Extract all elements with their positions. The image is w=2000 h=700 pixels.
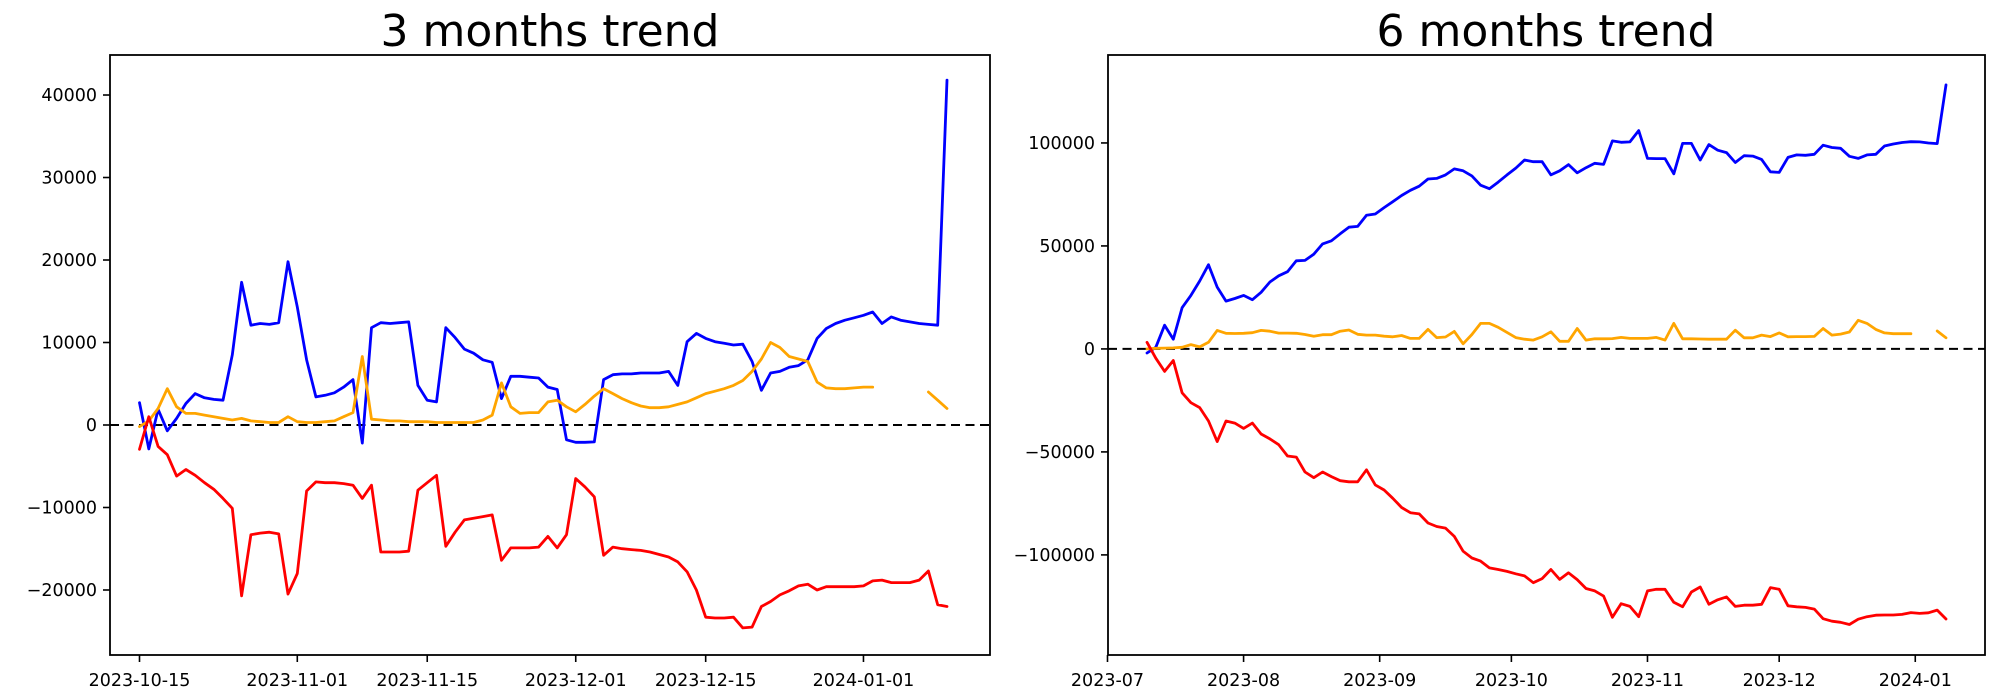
y-tick-label-panel1-0: 0: [1084, 340, 1095, 360]
x-tick-label-panel0-2023-12-01: 2023-12-01: [525, 671, 627, 691]
x-tick-label-panel1-2024-01: 2024-01: [1879, 671, 1952, 691]
x-tick-label-panel0-2023-11-15: 2023-11-15: [376, 671, 478, 691]
y-tick-label-panel0-30000: 30000: [41, 169, 97, 189]
x-tick-label-panel1-2023-11: 2023-11: [1611, 671, 1684, 691]
axes-frame-panel1: [1107, 54, 1986, 656]
series-orange-line-panel0: [138, 341, 949, 428]
x-tick-label-panel0-2023-11-01: 2023-11-01: [246, 671, 348, 691]
x-tick-label-panel1-2023-12: 2023-12: [1743, 671, 1816, 691]
series-blue-line-panel1: [1145, 83, 1948, 355]
x-tick-label-panel0-2023-10-15: 2023-10-15: [89, 671, 191, 691]
series-red-line-panel1: [1145, 340, 1948, 626]
series-blue-line-panel0: [138, 78, 949, 451]
x-tick-label-panel0-2024-01-01: 2024-01-01: [813, 671, 915, 691]
axes-frame-panel0: [109, 54, 991, 656]
y-tick-label-panel0-10000: 10000: [41, 334, 97, 354]
y-tick-label-panel0-20000: 20000: [41, 251, 97, 271]
x-tick-label-panel1-2023-07: 2023-07: [1071, 671, 1144, 691]
x-tick-label-panel1-2023-09: 2023-09: [1343, 671, 1416, 691]
chart-title-6-months: 6 months trend: [1376, 6, 1716, 57]
x-tick-label-panel0-2023-12-15: 2023-12-15: [655, 671, 757, 691]
y-tick-label-panel1-50000: 50000: [1039, 237, 1095, 257]
chart-title-3-months: 3 months trend: [380, 6, 720, 57]
y-tick-label-panel1--50000: −50000: [1025, 443, 1095, 463]
series-orange-line-panel1: [1145, 318, 1948, 351]
series-red-line-panel0: [138, 415, 949, 630]
y-tick-label-panel1-100000: 100000: [1028, 134, 1095, 154]
y-tick-label-panel0--10000: −10000: [27, 498, 97, 518]
y-tick-label-panel0-0: 0: [86, 416, 97, 436]
x-tick-label-panel1-2023-08: 2023-08: [1207, 671, 1280, 691]
y-tick-label-panel0--20000: −20000: [27, 581, 97, 601]
y-tick-label-panel1--100000: −100000: [1014, 546, 1095, 566]
y-tick-label-panel0-40000: 40000: [41, 86, 97, 106]
x-tick-label-panel1-2023-10: 2023-10: [1475, 671, 1548, 691]
